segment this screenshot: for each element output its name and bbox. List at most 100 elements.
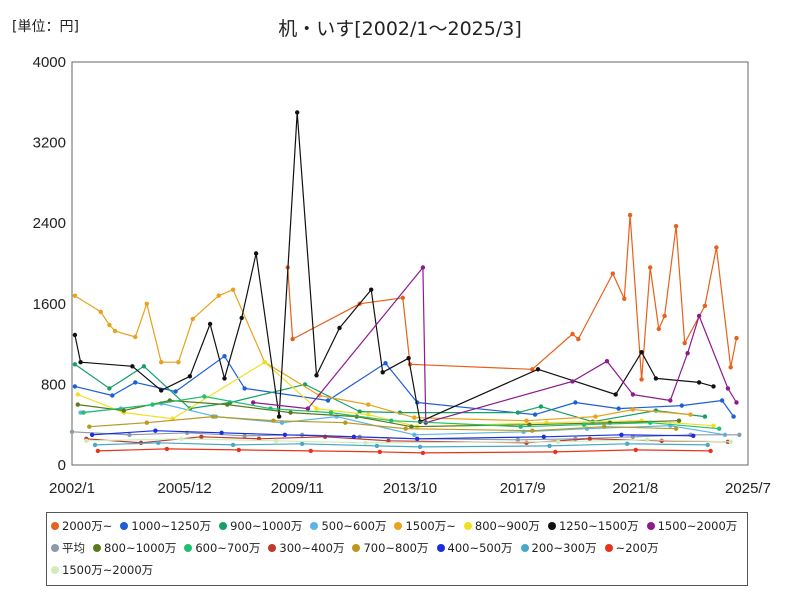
legend-label: 1250~1500万 <box>558 519 639 533</box>
data-point <box>92 442 98 448</box>
data-point <box>112 328 118 334</box>
data-point <box>630 392 636 397</box>
data-point <box>225 402 230 407</box>
data-point <box>314 406 319 411</box>
data-point <box>242 433 247 438</box>
data-point <box>173 389 178 394</box>
data-point <box>343 420 348 425</box>
data-point <box>357 409 362 414</box>
series <box>72 287 693 423</box>
data-point <box>127 432 132 437</box>
data-point <box>602 424 607 429</box>
data-point <box>210 414 216 419</box>
data-point <box>95 448 101 454</box>
legend-item: 800~900万 <box>463 518 540 534</box>
legend-marker <box>394 522 403 530</box>
legend-label: 800~1000万 <box>104 541 177 555</box>
legend-label: 300~400万 <box>279 541 345 555</box>
series-line <box>253 266 738 424</box>
data-point <box>279 420 285 425</box>
legend-label: 700~800万 <box>363 541 429 555</box>
data-point <box>728 365 733 370</box>
data-point <box>325 398 331 403</box>
plot-area <box>71 61 749 466</box>
data-point <box>251 400 256 405</box>
data-point <box>659 438 664 443</box>
data-point <box>72 332 78 338</box>
data-point <box>337 325 342 331</box>
series <box>251 265 739 425</box>
series <box>84 436 733 445</box>
legend-item: 900~1000万 <box>219 518 302 534</box>
data-point <box>412 432 417 437</box>
legend-item: 1000~1250万 <box>120 518 211 534</box>
legend-item: 200~300万 <box>520 540 597 556</box>
data-point <box>530 428 535 433</box>
data-point <box>187 374 193 379</box>
data-point <box>219 430 224 435</box>
data-point <box>295 110 300 115</box>
chart-title: 机・いす[2002/1〜2025/3] <box>278 18 522 40</box>
legend-label: 500~600万 <box>321 519 387 533</box>
series <box>87 414 679 433</box>
legend-marker <box>184 544 193 552</box>
data-point <box>731 414 736 419</box>
data-point <box>645 437 650 442</box>
data-point <box>133 334 138 340</box>
data-point <box>84 438 89 443</box>
data-point <box>107 386 112 391</box>
data-point <box>288 410 293 415</box>
data-point <box>420 450 426 456</box>
data-point <box>386 438 391 443</box>
data-point <box>613 392 618 397</box>
data-point <box>107 322 112 328</box>
legend-row: 1500万~2000万 <box>51 559 743 581</box>
x-tick-label: 2025/7 <box>725 480 771 497</box>
data-point <box>702 414 708 419</box>
data-point <box>72 384 78 389</box>
legend-label: 2000万~ <box>62 519 113 533</box>
legend-label: 400~500万 <box>447 541 513 555</box>
data-point <box>682 340 687 346</box>
data-point <box>711 423 716 428</box>
data-point <box>351 434 357 439</box>
data-point <box>374 443 380 449</box>
data-point <box>242 386 247 391</box>
y-tick-label: 4000 <box>33 54 66 71</box>
data-point <box>144 420 149 425</box>
legend-marker <box>51 566 59 574</box>
x-tick-label: 2021/8 <box>612 480 658 497</box>
x-tick-label: 2002/1 <box>49 480 95 497</box>
data-point <box>75 402 81 407</box>
data-point <box>383 361 388 366</box>
data-point <box>639 350 644 355</box>
data-point <box>541 434 546 439</box>
data-point <box>406 356 411 361</box>
data-point <box>717 426 722 431</box>
data-point <box>415 436 420 441</box>
legend-label: ~200万 <box>615 541 659 555</box>
data-point <box>276 414 282 419</box>
data-point <box>616 406 621 411</box>
data-point <box>610 271 615 276</box>
data-point <box>639 377 644 382</box>
legend-marker <box>547 522 556 530</box>
y-tick-label: 3200 <box>33 135 66 152</box>
data-point <box>734 400 739 405</box>
legend-item: 1500万~ <box>394 518 456 534</box>
legend-marker <box>51 522 59 530</box>
data-point <box>216 293 221 298</box>
data-point <box>89 432 95 437</box>
legend-marker <box>51 544 59 552</box>
data-point <box>708 448 713 454</box>
data-point <box>547 443 552 449</box>
data-point <box>400 295 405 300</box>
data-point <box>576 336 581 342</box>
data-point <box>625 441 630 446</box>
data-point <box>366 402 371 407</box>
legend-label: 800~900万 <box>474 519 540 533</box>
legend-item: 2000万~ <box>51 518 112 534</box>
x-tick-label: 2005/12 <box>158 480 212 497</box>
data-point <box>290 336 295 342</box>
data-point <box>271 418 276 423</box>
